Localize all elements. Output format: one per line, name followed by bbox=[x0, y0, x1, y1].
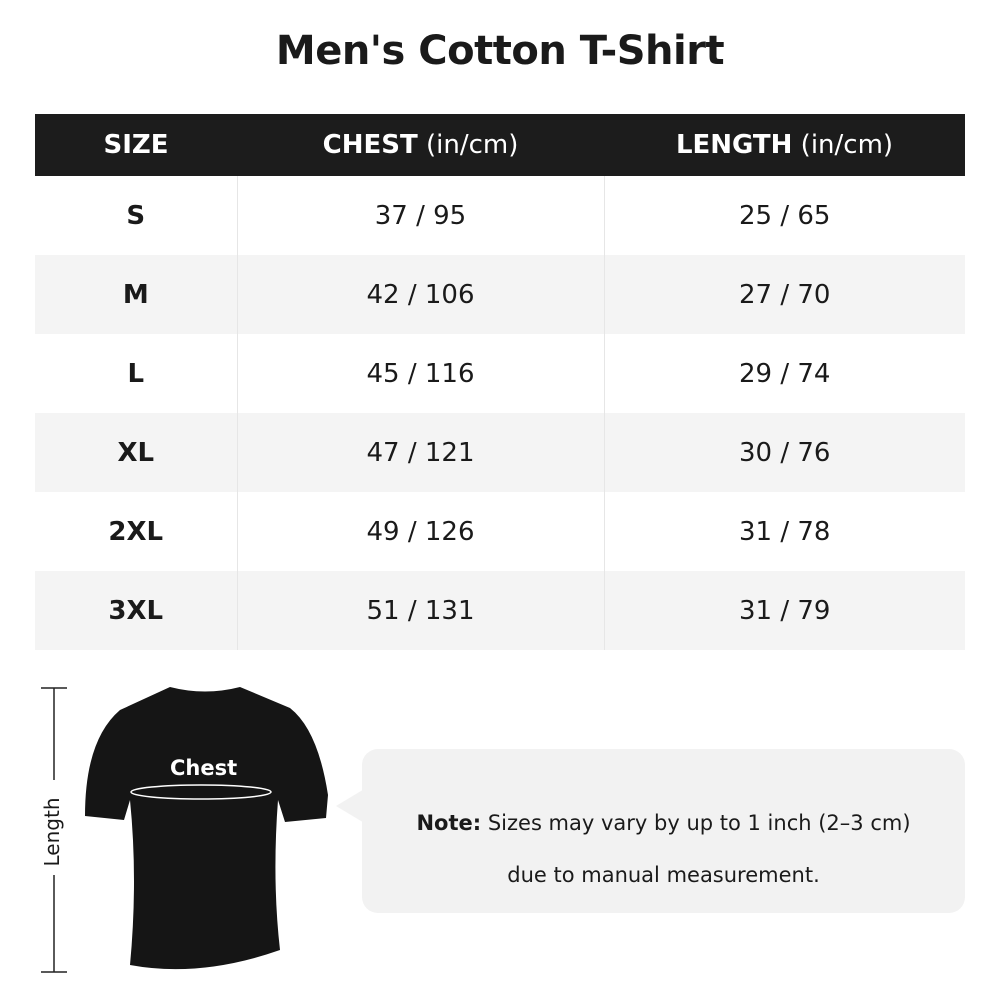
cell-length: 30 / 76 bbox=[604, 413, 965, 492]
table-row: 3XL 51 / 131 31 / 79 bbox=[35, 571, 965, 650]
cell-chest: 45 / 116 bbox=[237, 334, 605, 413]
cell-size: XL bbox=[35, 413, 238, 492]
chest-measure-icon bbox=[130, 784, 272, 800]
table-row: S 37 / 95 25 / 65 bbox=[35, 176, 965, 255]
cell-length: 31 / 78 bbox=[739, 516, 831, 547]
note-text: Sizes may vary by up to 1 inch (2–3 cm) bbox=[481, 811, 911, 835]
table-row: XL 47 / 121 30 / 76 bbox=[35, 413, 965, 492]
cell-size: 3XL bbox=[35, 571, 238, 650]
cell-chest: 51 / 131 bbox=[237, 571, 605, 650]
note-pointer bbox=[336, 788, 366, 824]
cell-chest: 37 / 95 bbox=[237, 176, 605, 255]
note-label: Note: bbox=[416, 811, 482, 835]
table-row: M 42 / 106 27 / 70 bbox=[35, 255, 965, 334]
header-size: SIZE bbox=[35, 114, 237, 176]
header-length: LENGTH (in/cm) bbox=[604, 114, 965, 176]
length-ruler-icon bbox=[41, 687, 67, 973]
note-line-2: due to manual measurement. bbox=[507, 863, 820, 887]
cell-chest: 47 / 121 bbox=[237, 413, 605, 492]
note-line-1: Note: Sizes may vary by up to 1 inch (2–… bbox=[362, 797, 965, 849]
cell-chest: 42 / 106 bbox=[237, 255, 605, 334]
cell-length: 25 / 65 bbox=[739, 200, 831, 231]
cell-length: 29 / 74 bbox=[739, 358, 831, 389]
table-row: 2XL 49 / 126 31 / 78 bbox=[35, 492, 965, 571]
cell-chest: 49 / 126 bbox=[237, 492, 605, 571]
cell-size: S bbox=[35, 176, 238, 255]
length-label: Length bbox=[40, 797, 64, 867]
table-row: L 45 / 116 29 / 74 bbox=[35, 334, 965, 413]
table-header: SIZE CHEST (in/cm) LENGTH (in/cm) bbox=[35, 114, 965, 176]
size-table: SIZE CHEST (in/cm) LENGTH (in/cm) S 37 / … bbox=[35, 114, 965, 650]
cell-size: 2XL bbox=[35, 492, 238, 571]
chest-label: Chest bbox=[170, 756, 238, 780]
header-label: LENGTH bbox=[675, 130, 793, 160]
header-unit: (in/cm) bbox=[417, 130, 519, 160]
page-title: Men's Cotton T-Shirt bbox=[275, 28, 725, 74]
note-box: Note: Sizes may vary by up to 1 inch (2–… bbox=[362, 749, 965, 913]
cell-size: L bbox=[35, 334, 238, 413]
cell-length: 27 / 70 bbox=[604, 255, 965, 334]
tshirt-diagram bbox=[41, 687, 328, 973]
header-label: SIZE bbox=[103, 130, 169, 160]
cell-length: 31 / 79 bbox=[604, 571, 965, 650]
tshirt-icon bbox=[85, 687, 328, 970]
header-label: CHEST bbox=[322, 130, 418, 160]
cell-size: M bbox=[35, 255, 238, 334]
header-chest: CHEST (in/cm) bbox=[237, 114, 604, 176]
header-unit: (in/cm) bbox=[792, 130, 894, 160]
